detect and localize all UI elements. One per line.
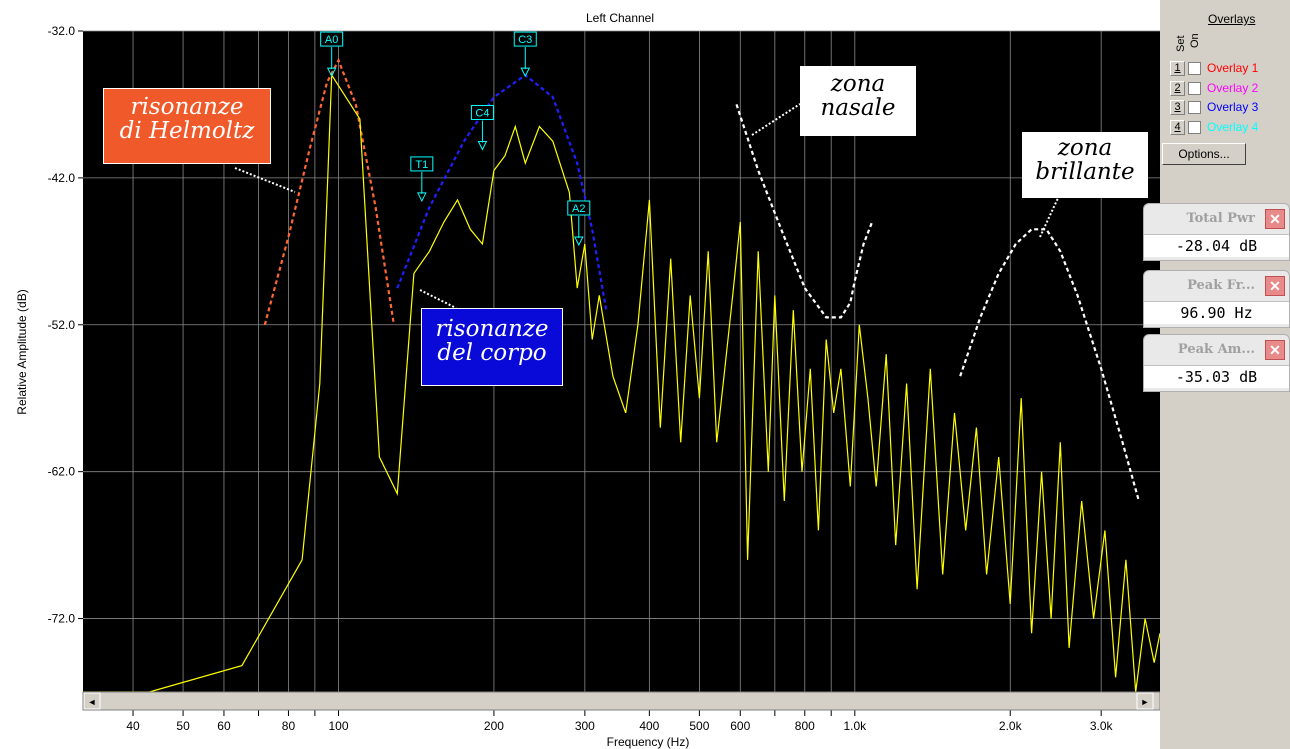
ticks: -32.0 -42.0 -52.0 -62.0 -72.0 40 50 60 80 100 200 3… — [48, 24, 1114, 733]
overlays-set-header: Set — [1175, 35, 1187, 52]
x-tick-label: 60 — [217, 719, 231, 733]
annotation-leader-line — [1039, 197, 1059, 238]
x-tick-label: 1.0k — [843, 719, 867, 733]
options-button[interactable]: Options... — [1162, 143, 1246, 165]
marker-triangle — [573, 236, 584, 247]
overlay-curve-4 — [959, 228, 1140, 502]
marker-label: A2 — [572, 203, 585, 215]
overlay-checkbox-1[interactable] — [1188, 61, 1201, 75]
marker-triangle — [417, 192, 427, 203]
y-tick-label: -72.0 — [48, 612, 76, 626]
marker-label: T1 — [415, 159, 428, 171]
annotation-brillante-line2: brillante — [1035, 159, 1135, 186]
x-tick-label: 50 — [176, 719, 190, 733]
spectrum-view: A0 T1 C4 C3 A2 -32.0 -42.0 -52.0 -62.0 -72.0 40 50… — [0, 0, 1160, 749]
annotation-brillante-line1: zona — [1057, 135, 1113, 161]
overlay-label-4: Overlay 4 — [1207, 120, 1259, 134]
readout-peak-amplitude-value: -35.03 dB — [1144, 365, 1289, 388]
annotation-nasale-line2: nasale — [820, 95, 896, 122]
x-tick-label: 3.0k — [1090, 719, 1114, 733]
overlay-set-button-2[interactable]: 2 — [1170, 80, 1185, 96]
overlays-on-header: On — [1189, 33, 1201, 48]
annotation-corpo: risonanze del corpo — [421, 308, 563, 386]
annotation-nasale: zona nasale — [800, 66, 916, 136]
y-tick-label: -62.0 — [48, 465, 76, 479]
scroll-right-icon: ► — [1141, 697, 1150, 707]
h-scrollbar[interactable] — [82, 691, 1160, 711]
x-tick-label: 800 — [795, 719, 815, 733]
overlay-row-3: 3 Overlay 3 — [1170, 99, 1258, 115]
readout-total-power-value: -28.04 dB — [1144, 234, 1289, 257]
y-axis-label: Relative Amplitude (dB) — [15, 289, 29, 414]
overlay-set-button-3[interactable]: 3 — [1170, 99, 1185, 115]
x-tick-label: 200 — [484, 719, 504, 733]
close-icon[interactable]: ✕ — [1265, 209, 1285, 229]
x-tick-label: 400 — [639, 719, 659, 733]
marker-label: A0 — [325, 34, 338, 46]
x-axis-label: Frequency (Hz) — [607, 735, 690, 749]
readout-peak-amplitude: Peak Am... ✕ -35.03 dB — [1143, 334, 1290, 392]
series-line-1 — [83, 73, 1160, 693]
x-tick-label: 40 — [126, 719, 140, 733]
marker-triangle — [326, 67, 337, 78]
annotation-helmholtz-line1: risonanze — [130, 94, 244, 120]
marker-label: C3 — [518, 34, 532, 46]
marker-box — [410, 156, 434, 172]
annotation-brillante: zona brillante — [1022, 132, 1148, 198]
scroll-right-button[interactable] — [1136, 692, 1154, 710]
scroll-left-icon: ◄ — [88, 697, 97, 707]
annotation-leader-line — [234, 167, 296, 193]
annotation-corpo-line1: risonanze — [435, 316, 549, 342]
readout-total-power-title: Total Pwr — [1186, 211, 1255, 226]
overlay-set-button-4[interactable]: 4 — [1170, 119, 1185, 135]
series-layer — [83, 73, 1160, 693]
marker-box — [567, 200, 591, 216]
readout-total-power: Total Pwr ✕ -28.04 dB — [1143, 203, 1290, 261]
marker-triangle — [520, 67, 531, 78]
y-tick-label: -52.0 — [48, 318, 76, 332]
x-tick-label: 600 — [730, 719, 750, 733]
overlays-title: Overlays — [1208, 12, 1256, 26]
x-tick-label: 300 — [575, 719, 595, 733]
readout-peak-amplitude-title: Peak Am... — [1177, 342, 1255, 357]
annotation-helmholtz-line2: di Helmoltz — [119, 118, 255, 145]
overlay-label-2: Overlay 2 — [1207, 81, 1259, 95]
close-icon[interactable]: ✕ — [1265, 340, 1285, 360]
x-tick-label: 500 — [689, 719, 709, 733]
annotation-helmholtz: risonanze di Helmoltz — [103, 88, 271, 164]
overlay-set-button-1[interactable]: 1 — [1170, 60, 1185, 76]
y-tick-label: -42.0 — [48, 171, 76, 185]
readout-peak-frequency-title: Peak Fr... — [1187, 278, 1255, 293]
overlay-curve-1 — [263, 57, 395, 326]
annotation-corpo-line2: del corpo — [437, 340, 547, 367]
overlay-row-1: 1 Overlay 1 — [1170, 60, 1258, 76]
overlay-curve-3 — [735, 104, 874, 319]
overlay-row-4: 4 Overlay 4 — [1170, 119, 1258, 135]
annotation-leader-line — [751, 103, 801, 136]
marker-box — [513, 31, 537, 47]
overlay-label-1: Overlay 1 — [1207, 61, 1259, 75]
overlay-checkbox-3[interactable] — [1188, 100, 1201, 114]
overlay-checkbox-2[interactable] — [1188, 81, 1201, 95]
overlay-checkbox-4[interactable] — [1188, 120, 1201, 134]
x-tick-label: 80 — [282, 719, 296, 733]
y-tick-label: -32.0 — [48, 24, 76, 38]
chart-title: Left Channel — [586, 11, 654, 25]
overlay-row-2: 2 Overlay 2 — [1170, 80, 1258, 96]
x-tick-label: 100 — [328, 719, 348, 733]
readout-peak-frequency: Peak Fr... ✕ 96.90 Hz — [1143, 270, 1290, 328]
markers: A0 T1 C4 C3 A2 — [320, 31, 591, 247]
readout-peak-frequency-value: 96.90 Hz — [1144, 301, 1289, 324]
annotation-leader-line — [419, 289, 457, 309]
marker-box — [320, 31, 344, 47]
x-tick-label: 2.0k — [999, 719, 1023, 733]
marker-box — [470, 105, 494, 121]
marker-triangle — [477, 141, 488, 151]
close-icon[interactable]: ✕ — [1265, 276, 1285, 296]
overlay-label-3: Overlay 3 — [1207, 100, 1259, 114]
scroll-left-button[interactable] — [83, 692, 101, 710]
marker-label: C4 — [475, 108, 489, 120]
annotation-nasale-line1: zona — [830, 71, 886, 97]
